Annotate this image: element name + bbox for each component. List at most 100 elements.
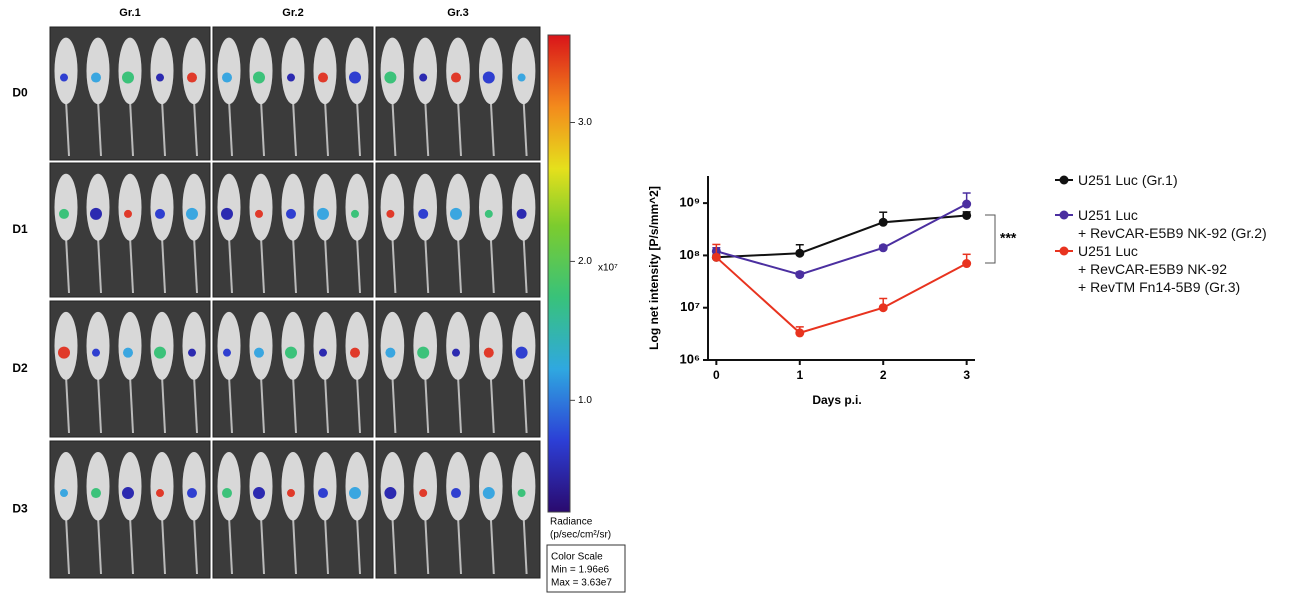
signal-spot [59, 208, 69, 219]
mouse [345, 311, 369, 380]
mouse [118, 37, 142, 105]
signal-spot [317, 207, 329, 220]
column-label: Gr.2 [282, 7, 303, 19]
mouse-tail [522, 100, 528, 157]
signal-spot [122, 71, 134, 84]
column-label: Gr.3 [447, 7, 468, 19]
mouse [86, 311, 110, 380]
mouse [345, 451, 369, 521]
mouse-tail [129, 236, 134, 294]
mouse-tail [522, 236, 528, 294]
colorbar-tick-label: 3.0 [578, 117, 592, 128]
mouse [150, 37, 174, 105]
mouse [182, 311, 206, 380]
mouse-tail [356, 236, 361, 294]
mouse-tail [228, 236, 233, 294]
mouse-tail [65, 516, 70, 575]
mouse-tail [489, 100, 495, 157]
signal-spot [60, 489, 68, 498]
mouse-tail [292, 375, 297, 434]
mouse-tail [129, 516, 134, 575]
row-label: D1 [12, 222, 28, 236]
signal-spot [188, 348, 196, 357]
signal-spot [155, 208, 165, 219]
mouse [413, 37, 438, 105]
mouse [511, 311, 536, 380]
mouse [118, 451, 142, 521]
x-tick-label: 1 [796, 368, 803, 382]
colorbar-multiplier: x10⁷ [598, 263, 618, 274]
signal-spot [60, 73, 68, 82]
annotation: *** [1000, 230, 1017, 246]
colorbar-unit: (p/sec/cm²/sr) [550, 530, 611, 541]
mouse-tail [260, 516, 265, 575]
y-tick-label: 10⁷ [680, 299, 700, 314]
mouse [446, 451, 470, 521]
mouse [86, 37, 110, 105]
series-line [716, 214, 967, 259]
mouse-tail [424, 100, 430, 157]
mouse [249, 173, 273, 241]
signal-spot [58, 346, 70, 359]
mouse [511, 37, 536, 105]
mouse [511, 173, 536, 241]
mouse-tail [228, 100, 233, 157]
signal-spot [90, 207, 102, 220]
signal-spot [517, 489, 526, 498]
mouse-tail [457, 236, 462, 294]
series-line [716, 203, 968, 276]
mouse [217, 451, 241, 521]
signal-spot [351, 209, 359, 218]
mouse-tail [97, 236, 102, 294]
mouse [281, 451, 305, 521]
signal-spot [419, 489, 428, 498]
signal-spot [517, 73, 526, 82]
signal-spot [482, 71, 495, 84]
mouse-tail [356, 516, 361, 575]
legend-marker [1059, 246, 1069, 256]
mouse [86, 451, 110, 521]
signal-spot [255, 209, 263, 218]
mouse-tail [97, 100, 102, 157]
mouse-tail [324, 516, 329, 575]
column-label: Gr.1 [119, 7, 140, 19]
signal-spot [419, 73, 428, 82]
x-tick-label: 0 [713, 368, 720, 382]
mouse [380, 451, 405, 521]
mouse [380, 311, 405, 380]
mouse-tail [228, 375, 233, 434]
mouse [313, 37, 337, 105]
mouse [345, 173, 369, 241]
colorbar-tick-label: 2.0 [578, 256, 592, 267]
signal-spot [223, 348, 231, 357]
mouse [150, 311, 174, 380]
mouse-tail [356, 375, 361, 434]
mouse [118, 173, 142, 241]
signal-spot [156, 489, 164, 498]
signal-spot [186, 207, 198, 220]
mouse-tail [292, 100, 297, 157]
mouse [86, 173, 110, 241]
signal-spot [122, 487, 134, 500]
scale-box-text: Min = 1.96e6 [551, 565, 610, 576]
signal-spot [418, 208, 429, 219]
mouse-tail [65, 375, 70, 434]
signal-spot [286, 208, 296, 219]
signal-spot [123, 347, 133, 358]
mouse [217, 311, 241, 380]
mouse [380, 173, 405, 241]
data-point [795, 328, 805, 338]
signal-spot [287, 73, 295, 82]
mouse [281, 173, 305, 241]
row-label: D0 [12, 86, 28, 100]
mouse-tail [97, 516, 102, 575]
mouse [54, 173, 78, 241]
signal-spot [222, 72, 232, 83]
legend-marker [1059, 175, 1069, 185]
mouse-tail [161, 236, 166, 294]
mouse-tail [391, 100, 397, 157]
mouse [54, 451, 78, 521]
mouse-tail [457, 516, 462, 575]
